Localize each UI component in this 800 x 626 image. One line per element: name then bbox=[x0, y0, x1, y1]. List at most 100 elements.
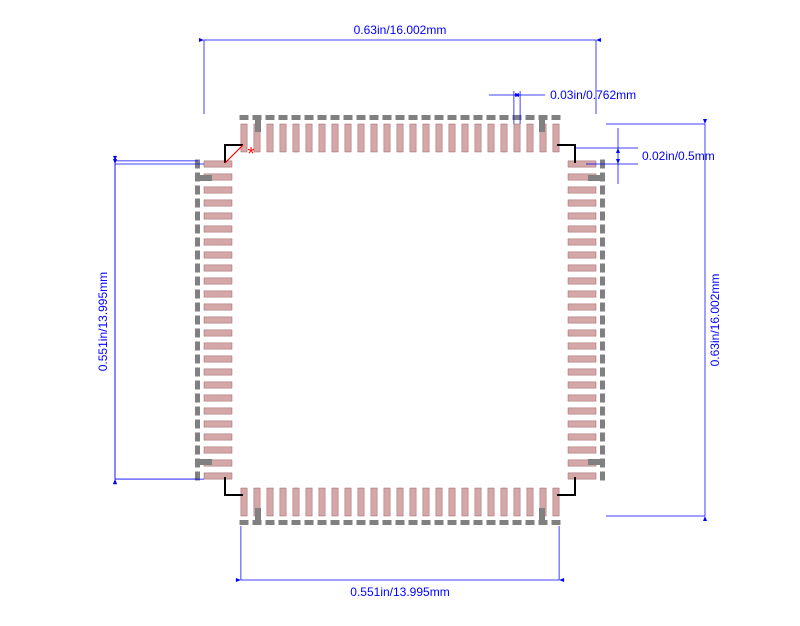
pin-ext-pad bbox=[383, 520, 392, 525]
pin-ext-pad bbox=[279, 115, 288, 120]
pin-ext-pad bbox=[600, 199, 605, 208]
pin-ext-pad bbox=[195, 446, 200, 455]
pin bbox=[462, 488, 468, 516]
corner-pad bbox=[255, 116, 261, 132]
pin bbox=[204, 200, 232, 206]
pin bbox=[358, 488, 364, 516]
pin bbox=[345, 488, 351, 516]
pin-ext-pad bbox=[600, 433, 605, 442]
pin bbox=[410, 488, 416, 516]
pin-ext-pad bbox=[195, 381, 200, 390]
pin bbox=[568, 265, 596, 271]
pin-ext-pad bbox=[370, 115, 379, 120]
pin bbox=[488, 488, 494, 516]
pin-ext-pad bbox=[600, 355, 605, 364]
pin bbox=[204, 369, 232, 375]
pin-ext-pad bbox=[600, 290, 605, 299]
pin bbox=[267, 124, 273, 152]
pin bbox=[204, 239, 232, 245]
corner-pad bbox=[539, 116, 545, 132]
pin bbox=[462, 124, 468, 152]
pin bbox=[371, 124, 377, 152]
pin bbox=[436, 124, 442, 152]
pin bbox=[568, 369, 596, 375]
pin-ext-pad bbox=[600, 342, 605, 351]
pin-ext-pad bbox=[500, 520, 509, 525]
pin bbox=[514, 124, 520, 152]
pin-ext-pad bbox=[600, 472, 605, 481]
pin bbox=[204, 187, 232, 193]
pin-ext-pad bbox=[600, 420, 605, 429]
pin bbox=[384, 124, 390, 152]
pin-ext-pad bbox=[396, 520, 405, 525]
pin-ext-pad bbox=[195, 303, 200, 312]
pin-ext-pad bbox=[600, 407, 605, 416]
pin-ext-pad bbox=[195, 238, 200, 247]
pin-ext-pad bbox=[292, 115, 301, 120]
dimension-label: 0.551in/13.995mm bbox=[350, 585, 449, 599]
pin-ext-pad bbox=[195, 329, 200, 338]
pin-ext-pad bbox=[435, 115, 444, 120]
pin-ext-pad bbox=[279, 520, 288, 525]
pin-ext-pad bbox=[474, 520, 483, 525]
pin-ext-pad bbox=[600, 212, 605, 221]
corner-pad bbox=[196, 459, 212, 465]
pin-ext-pad bbox=[600, 277, 605, 286]
pin bbox=[449, 488, 455, 516]
dimension-label: 0.63in/16.002mm bbox=[708, 274, 722, 367]
pin-ext-pad bbox=[305, 115, 314, 120]
pin bbox=[332, 488, 338, 516]
pin-ext-pad bbox=[600, 329, 605, 338]
pin-ext-pad bbox=[409, 115, 418, 120]
pin bbox=[568, 434, 596, 440]
pin-ext-pad bbox=[526, 115, 535, 120]
pin bbox=[293, 124, 299, 152]
dimension-label: 0.02in/0.5mm bbox=[642, 149, 715, 163]
corner-pad bbox=[539, 508, 545, 524]
pin bbox=[475, 488, 481, 516]
pin bbox=[568, 356, 596, 362]
pin-ext-pad bbox=[195, 225, 200, 234]
corner-pad bbox=[196, 175, 212, 181]
pin-ext-pad bbox=[600, 186, 605, 195]
pin bbox=[568, 226, 596, 232]
pin bbox=[204, 330, 232, 336]
pin-ext-pad bbox=[383, 115, 392, 120]
pin bbox=[358, 124, 364, 152]
pin-ext-pad bbox=[195, 394, 200, 403]
pin bbox=[204, 343, 232, 349]
pin bbox=[204, 291, 232, 297]
pin bbox=[397, 124, 403, 152]
corner-pad bbox=[588, 459, 604, 465]
pin1-mark bbox=[225, 145, 243, 163]
pin bbox=[204, 473, 232, 479]
pin-ext-pad bbox=[195, 277, 200, 286]
pin-ext-pad bbox=[266, 115, 275, 120]
pin bbox=[568, 395, 596, 401]
pin-ext-pad bbox=[422, 520, 431, 525]
pin-ext-pad bbox=[195, 290, 200, 299]
pin bbox=[332, 124, 338, 152]
pin-ext-pad bbox=[448, 520, 457, 525]
pin bbox=[568, 473, 596, 479]
pin bbox=[204, 382, 232, 388]
pin-ext-pad bbox=[318, 115, 327, 120]
pin-ext-pad bbox=[195, 264, 200, 273]
pin-ext-pad bbox=[600, 238, 605, 247]
pin-ext-pad bbox=[195, 251, 200, 260]
pin bbox=[553, 124, 559, 152]
pin bbox=[568, 421, 596, 427]
pin-ext-pad bbox=[357, 115, 366, 120]
pin-ext-pad bbox=[195, 368, 200, 377]
pin-ext-pad bbox=[600, 394, 605, 403]
pin bbox=[204, 226, 232, 232]
pin-ext-pad bbox=[195, 407, 200, 416]
pin bbox=[397, 488, 403, 516]
pin-ext-pad bbox=[396, 115, 405, 120]
pin-ext-pad bbox=[461, 520, 470, 525]
pin bbox=[436, 488, 442, 516]
pin bbox=[319, 124, 325, 152]
corner-pad bbox=[588, 175, 604, 181]
pin-ext-pad bbox=[344, 520, 353, 525]
pin bbox=[568, 200, 596, 206]
